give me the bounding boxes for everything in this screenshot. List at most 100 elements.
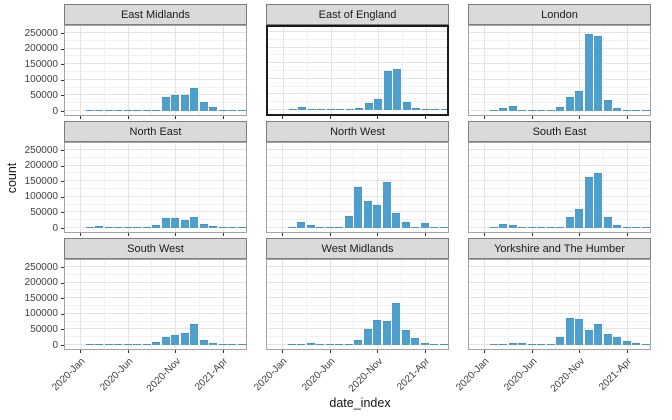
bar[interactable] <box>603 334 612 345</box>
bar[interactable] <box>575 208 583 228</box>
bar[interactable] <box>307 108 316 110</box>
bar[interactable] <box>104 109 113 111</box>
bar[interactable] <box>152 224 160 228</box>
bar[interactable] <box>133 110 141 111</box>
bar[interactable] <box>355 108 363 110</box>
bar[interactable] <box>382 321 391 345</box>
bar[interactable] <box>180 219 189 228</box>
bar[interactable] <box>287 344 296 345</box>
bar[interactable] <box>537 227 545 228</box>
bar[interactable] <box>382 181 391 228</box>
bar[interactable] <box>326 109 335 110</box>
bar[interactable] <box>632 227 640 228</box>
bar[interactable] <box>421 109 430 110</box>
bar[interactable] <box>95 110 103 111</box>
bar[interactable] <box>641 110 650 111</box>
bar[interactable] <box>392 302 400 345</box>
bar[interactable] <box>527 110 536 111</box>
bar[interactable] <box>363 329 372 345</box>
bar[interactable] <box>199 339 208 345</box>
bar[interactable] <box>218 344 227 345</box>
bar[interactable] <box>209 226 217 228</box>
bar[interactable] <box>123 227 132 228</box>
bar[interactable] <box>152 341 160 345</box>
bar[interactable] <box>237 110 246 111</box>
bar[interactable] <box>622 110 631 111</box>
bar[interactable] <box>133 227 141 228</box>
bar[interactable] <box>489 344 498 345</box>
bar[interactable] <box>335 227 343 228</box>
bar[interactable] <box>546 344 555 345</box>
bar[interactable] <box>439 227 448 228</box>
bar[interactable] <box>499 344 507 345</box>
bar[interactable] <box>161 337 170 345</box>
bar[interactable] <box>439 344 448 345</box>
bar[interactable] <box>190 87 198 111</box>
bar[interactable] <box>613 108 621 111</box>
bar[interactable] <box>508 106 517 111</box>
bar[interactable] <box>345 109 354 110</box>
bar[interactable] <box>354 187 362 228</box>
bar[interactable] <box>420 223 429 228</box>
bar[interactable] <box>85 227 94 228</box>
bar[interactable] <box>298 107 306 110</box>
bar[interactable] <box>306 343 315 345</box>
bar[interactable] <box>335 344 343 345</box>
bar[interactable] <box>161 97 170 111</box>
bar[interactable] <box>489 110 498 111</box>
bar[interactable] <box>85 344 94 345</box>
bar[interactable] <box>565 317 574 345</box>
bar[interactable] <box>613 337 621 345</box>
bar[interactable] <box>622 340 631 345</box>
bar[interactable] <box>411 226 419 228</box>
bar[interactable] <box>199 223 208 228</box>
bar[interactable] <box>218 110 227 111</box>
bar[interactable] <box>489 227 498 228</box>
bar[interactable] <box>297 344 305 345</box>
bar[interactable] <box>584 329 593 345</box>
bar[interactable] <box>594 324 602 345</box>
bar[interactable] <box>344 215 353 228</box>
bar[interactable] <box>622 227 631 228</box>
bar[interactable] <box>565 217 574 228</box>
bar[interactable] <box>152 109 160 111</box>
bar[interactable] <box>537 110 545 111</box>
bar[interactable] <box>594 173 602 228</box>
bar[interactable] <box>594 36 602 111</box>
bar[interactable] <box>171 218 179 228</box>
bar[interactable] <box>641 227 650 228</box>
bar[interactable] <box>316 227 324 228</box>
bar[interactable] <box>354 340 362 345</box>
bar[interactable] <box>402 101 411 110</box>
bar[interactable] <box>546 227 555 228</box>
bar[interactable] <box>209 343 217 345</box>
bar[interactable] <box>527 344 536 345</box>
bar[interactable] <box>401 330 410 345</box>
bar[interactable] <box>180 95 189 111</box>
bar[interactable] <box>114 344 122 345</box>
bar[interactable] <box>95 226 103 228</box>
bar[interactable] <box>336 109 344 110</box>
bar[interactable] <box>518 342 526 345</box>
bar[interactable] <box>325 344 334 345</box>
bar[interactable] <box>199 102 208 111</box>
bar[interactable] <box>546 110 555 111</box>
bar[interactable] <box>287 227 296 228</box>
bar[interactable] <box>527 227 536 228</box>
bar[interactable] <box>104 343 113 345</box>
bar[interactable] <box>317 109 325 110</box>
bar[interactable] <box>228 227 236 228</box>
bar[interactable] <box>237 227 246 228</box>
bar[interactable] <box>228 110 236 111</box>
bar[interactable] <box>556 226 564 228</box>
bar[interactable] <box>508 342 517 345</box>
bar[interactable] <box>499 223 507 228</box>
bar[interactable] <box>440 109 447 110</box>
bar[interactable] <box>190 323 198 345</box>
bar[interactable] <box>161 218 170 228</box>
bar[interactable] <box>632 109 640 111</box>
bar[interactable] <box>518 227 526 228</box>
bar[interactable] <box>123 344 132 345</box>
bar[interactable] <box>584 177 593 228</box>
bar[interactable] <box>499 108 507 111</box>
